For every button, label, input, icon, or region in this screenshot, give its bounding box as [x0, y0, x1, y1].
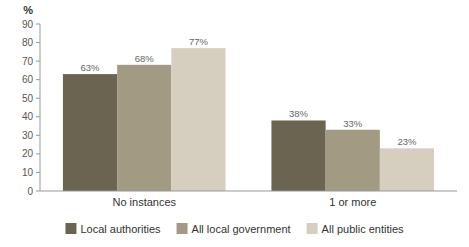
y-tick-label: 20	[22, 148, 34, 159]
legend-swatch	[307, 223, 318, 234]
y-tick	[36, 116, 40, 117]
y-axis-label: %	[23, 4, 33, 16]
bar	[117, 65, 171, 191]
y-tick-label: 0	[27, 186, 33, 197]
y-tick	[36, 98, 40, 99]
y-tick-label: 80	[22, 37, 34, 48]
data-label: 63%	[81, 62, 101, 73]
y-tick-label: 70	[22, 56, 34, 67]
bar	[63, 74, 117, 191]
y-tick-label: 40	[22, 111, 34, 122]
y-tick-label: 10	[22, 167, 34, 178]
bars	[63, 48, 434, 191]
y-tick	[36, 79, 40, 80]
data-label: 23%	[397, 136, 417, 147]
y-tick	[36, 153, 40, 154]
legend-swatch	[177, 223, 188, 234]
y-tick	[36, 191, 40, 192]
x-tick-label: 1 or more	[329, 196, 376, 208]
x-axis-line	[40, 191, 457, 192]
data-labels: 63% 38% 68% 33% 77% 23%	[81, 36, 417, 147]
y-tick	[36, 61, 40, 62]
data-label: 33%	[343, 118, 363, 129]
y-tick-label: 90	[22, 19, 34, 30]
y-tick	[36, 172, 40, 173]
x-tick-label: No instances	[112, 196, 176, 208]
legend-label: Local authorities	[80, 223, 161, 235]
legend: Local authorities All local government All…	[65, 223, 404, 235]
legend-label: All public entities	[322, 223, 404, 235]
y-tick	[36, 135, 40, 136]
bar	[326, 130, 380, 191]
legend-label: All local government	[192, 223, 291, 235]
data-label: 77%	[189, 36, 209, 47]
y-tick	[36, 42, 40, 43]
bar	[171, 48, 225, 191]
bar	[271, 120, 325, 191]
y-tick-label: 30	[22, 130, 34, 141]
chart: 0 10 20 30 40 50 60 70 80 90% 63% 38% 68% 33% 77% 23% No…	[0, 0, 469, 247]
y-tick-label: 50	[22, 93, 34, 104]
y-tick-label: 60	[22, 74, 34, 85]
data-label: 38%	[289, 108, 309, 119]
bar	[380, 148, 434, 191]
legend-swatch	[65, 223, 76, 234]
y-axis-line	[40, 24, 41, 191]
data-label: 68%	[135, 53, 155, 64]
y-tick	[36, 24, 40, 25]
